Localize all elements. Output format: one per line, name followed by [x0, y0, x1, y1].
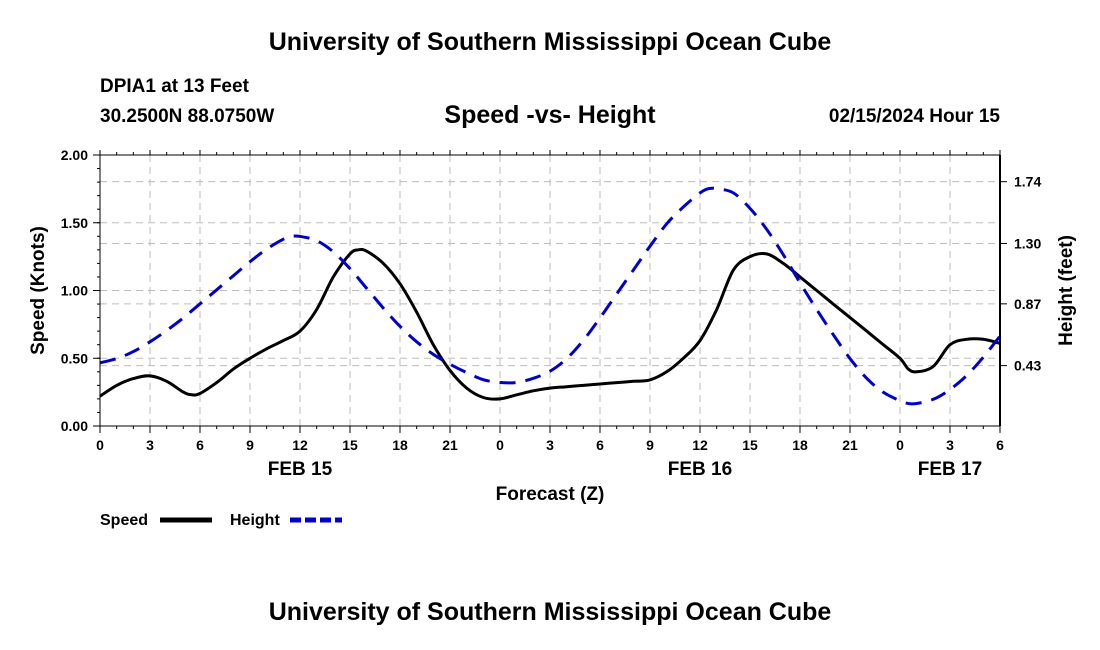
axis-ticks	[93, 150, 1007, 433]
y-axis-title: Speed (Knots)	[28, 226, 49, 355]
x-tick-label: 3	[546, 437, 554, 453]
grid	[100, 154, 1000, 426]
x-tick-label: 3	[146, 437, 154, 453]
x-tick-label: 6	[996, 437, 1004, 453]
date-label: FEB 17	[918, 459, 982, 480]
x-tick-label: 0	[896, 437, 904, 453]
x-tick-label: 21	[842, 437, 858, 453]
date-label: FEB 16	[668, 459, 732, 480]
coordinates-label: 30.2500N 88.0750W	[100, 106, 275, 127]
x-tick-label: 9	[246, 437, 254, 453]
footer-title: University of Southern Mississippi Ocean…	[268, 598, 832, 626]
chart-subtitle: Speed -vs- Height	[444, 101, 656, 129]
y2-tick-label: 0.43	[1014, 358, 1041, 374]
y-tick-label: 1.50	[61, 215, 88, 231]
y2-tick-label: 1.30	[1014, 235, 1041, 251]
station-label: DPIA1 at 13 Feet	[100, 76, 249, 97]
x-tick-label: 0	[496, 437, 504, 453]
y2-axis-title: Height (feet)	[1056, 235, 1077, 346]
series	[99, 186, 1002, 406]
y2-tick-label: 0.87	[1014, 296, 1041, 312]
x-tick-label: 21	[442, 437, 458, 453]
x-tick-label: 6	[596, 437, 604, 453]
x-axis-title: Forecast (Z)	[496, 484, 605, 505]
x-tick-label: 15	[342, 437, 358, 453]
x-tick-label: 12	[292, 437, 308, 453]
x-tick-label: 3	[946, 437, 954, 453]
x-tick-label: 15	[742, 437, 758, 453]
y-tick-label: 0.50	[61, 350, 88, 366]
y-tick-label: 0.00	[61, 418, 88, 434]
axis-labels: 0 3 6 9 12 15 18 21 0 3 6 9 12 15 18 21 0 3 6 FEB 15 FEB 16 F…	[61, 147, 1042, 480]
datetime-label: 02/15/2024 Hour 15	[828, 106, 1000, 127]
y-tick-label: 2.00	[61, 147, 88, 163]
height-legend-label: Height	[230, 512, 280, 529]
legend: Speed Height	[100, 512, 342, 529]
x-tick-label: 9	[646, 437, 654, 453]
speed-series-line	[99, 247, 1001, 401]
x-tick-label: 0	[96, 437, 104, 453]
x-tick-label: 6	[196, 437, 204, 453]
speed-legend-label: Speed	[100, 512, 148, 529]
chart-title: University of Southern Mississippi Ocean…	[268, 28, 832, 56]
date-label: FEB 15	[268, 459, 333, 480]
y-tick-label: 1.00	[61, 283, 88, 299]
height-series-line	[99, 186, 1002, 406]
x-tick-label: 18	[792, 437, 808, 453]
x-tick-label: 18	[392, 437, 408, 453]
y2-tick-label: 1.74	[1014, 174, 1041, 190]
x-tick-label: 12	[692, 437, 708, 453]
